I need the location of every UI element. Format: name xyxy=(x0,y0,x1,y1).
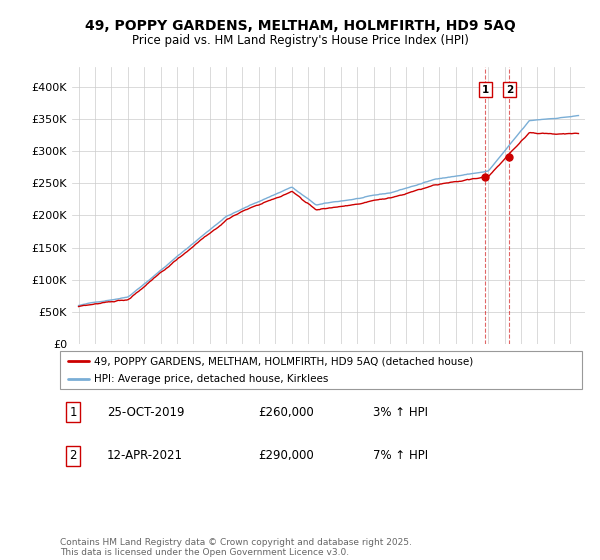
Text: 12-APR-2021: 12-APR-2021 xyxy=(107,450,183,463)
Text: 7% ↑ HPI: 7% ↑ HPI xyxy=(373,450,428,463)
FancyBboxPatch shape xyxy=(60,351,582,389)
Text: Price paid vs. HM Land Registry's House Price Index (HPI): Price paid vs. HM Land Registry's House … xyxy=(131,34,469,47)
Text: 1: 1 xyxy=(70,405,77,418)
Text: Contains HM Land Registry data © Crown copyright and database right 2025.
This d: Contains HM Land Registry data © Crown c… xyxy=(60,538,412,557)
Text: 1: 1 xyxy=(482,85,489,95)
Text: 49, POPPY GARDENS, MELTHAM, HOLMFIRTH, HD9 5AQ: 49, POPPY GARDENS, MELTHAM, HOLMFIRTH, H… xyxy=(85,18,515,32)
Text: £290,000: £290,000 xyxy=(259,450,314,463)
Text: HPI: Average price, detached house, Kirklees: HPI: Average price, detached house, Kirk… xyxy=(94,374,328,384)
Text: 2: 2 xyxy=(506,85,513,95)
Text: 25-OCT-2019: 25-OCT-2019 xyxy=(107,405,184,418)
Text: 49, POPPY GARDENS, MELTHAM, HOLMFIRTH, HD9 5AQ (detached house): 49, POPPY GARDENS, MELTHAM, HOLMFIRTH, H… xyxy=(94,356,473,366)
Text: 2: 2 xyxy=(70,450,77,463)
Text: 3% ↑ HPI: 3% ↑ HPI xyxy=(373,405,428,418)
Text: £260,000: £260,000 xyxy=(259,405,314,418)
